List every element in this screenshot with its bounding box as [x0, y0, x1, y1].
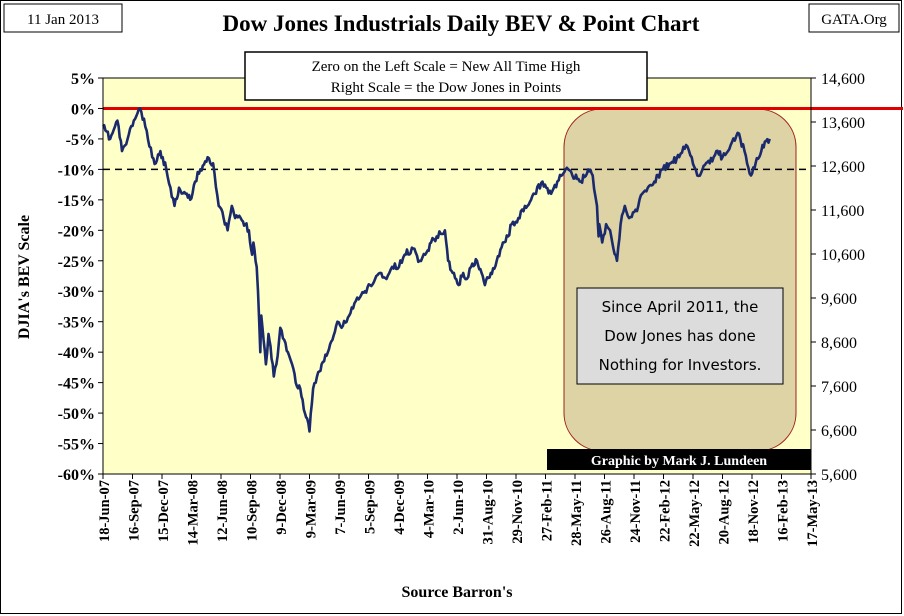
date-badge-text: 11 Jan 2013	[27, 12, 99, 28]
x-tick-label: 27-Feb-11	[540, 480, 556, 541]
x-axis-ticks: 18-Jun-07 16-Sep-07 15-Dec-07 14-Mar-08 12-J…	[97, 474, 821, 547]
x-tick-label: 29-Nov-10	[510, 480, 526, 544]
y-tick-label: -30%	[58, 284, 95, 301]
credit-text: Graphic by Mark J. Lundeen	[591, 454, 767, 469]
y-tick-label: -25%	[58, 254, 95, 271]
x-tick-label: 4-Dec-09	[392, 480, 408, 535]
date-badge	[3, 3, 123, 33]
source-badge	[808, 3, 900, 33]
y-tick-label: -20%	[58, 223, 95, 240]
source-badge-text: GATA.Org	[821, 12, 887, 28]
x-tick-label: 24-Nov-11	[628, 480, 644, 543]
info-box-line-1: Zero on the Left Scale = New All Time Hi…	[312, 59, 581, 75]
highlight-region	[563, 108, 797, 452]
y-tick-label: -15%	[58, 193, 95, 210]
x-tick-label: 9-Dec-08	[274, 480, 290, 535]
x-tick-label: 18-Nov-12	[746, 480, 762, 544]
y-tick-label: -45%	[58, 376, 95, 393]
x-axis-label: Source Barron's	[402, 584, 513, 601]
x-tick-label: 22-Feb-12	[658, 480, 674, 542]
annotation-line-1: Since April 2011, the	[602, 298, 759, 316]
x-tick-label: 9-Mar-09	[304, 480, 320, 538]
dow-bev-series-line	[102, 107, 771, 433]
y-tick-label: -10%	[58, 162, 95, 179]
y2-tick-label: 11,600	[821, 203, 864, 220]
y2-tick-label: 6,600	[821, 423, 857, 440]
x-tick-label: 16-Sep-07	[127, 480, 143, 541]
chart-title: Dow Jones Industrials Daily BEV & Point …	[223, 11, 700, 36]
x-tick-label: 22-May-12	[687, 480, 703, 547]
y2-tick-label: 12,600	[821, 159, 865, 176]
x-tick-label: 2-Jun-10	[451, 480, 467, 535]
x-tick-label: 31-Aug-10	[481, 480, 497, 544]
x-tick-label: 17-May-13	[805, 480, 821, 547]
x-tick-label: 18-Jun-07	[97, 480, 113, 542]
y-tick-label: -5%	[66, 132, 95, 149]
x-tick-label: 7-Jun-09	[333, 480, 349, 535]
x-tick-label: 20-Aug-12	[717, 480, 733, 544]
x-tick-label: 15-Dec-07	[156, 480, 172, 542]
y-tick-label: -40%	[58, 345, 95, 362]
y2-tick-label: 10,600	[821, 247, 865, 264]
y2-tick-label: 9,600	[821, 291, 857, 308]
x-tick-label: 26-Aug-11	[599, 480, 615, 544]
right-axis-ticks: 14,600 13,600 12,600 11,600 10,600 9,600 8,600…	[811, 71, 865, 484]
info-box-line-2: Right Scale = the Dow Jones in Points	[331, 80, 562, 96]
x-tick-label: 16-Feb-13	[776, 480, 792, 542]
x-tick-label: 10-Sep-08	[245, 480, 261, 541]
credit-banner	[547, 449, 811, 470]
annotation-box	[576, 287, 784, 385]
y-tick-label: -55%	[58, 437, 95, 454]
y-tick-label: -35%	[58, 315, 95, 332]
y-axis-label: DJIA's BEV Scale	[16, 215, 33, 339]
y2-tick-label: 7,600	[821, 379, 857, 396]
left-axis-ticks: 5% 0% -5% -10% -15% -20% -25% -30% -35% -40% -45% -…	[58, 71, 103, 484]
x-tick-label: 5-Sep-09	[363, 480, 379, 534]
x-tick-label: 4-Mar-10	[422, 480, 438, 538]
y2-tick-label: 14,600	[821, 71, 865, 88]
y2-tick-label: 5,600	[821, 467, 857, 484]
info-box	[244, 51, 648, 101]
y-tick-label: 5%	[71, 71, 95, 88]
y2-tick-label: 13,600	[821, 115, 865, 132]
y-tick-label: -60%	[58, 467, 95, 484]
annotation-line-2: Dow Jones has done	[604, 327, 755, 345]
x-tick-label: 14-Mar-08	[186, 480, 202, 546]
y-tick-label: -50%	[58, 406, 95, 423]
y-tick-label: 0%	[71, 101, 95, 118]
plot-area	[103, 78, 811, 474]
y2-tick-label: 8,600	[821, 335, 857, 352]
annotation-line-3: Nothing for Investors.	[599, 356, 762, 374]
x-tick-label: 28-May-11	[569, 480, 585, 546]
x-tick-label: 12-Jun-08	[215, 480, 231, 542]
